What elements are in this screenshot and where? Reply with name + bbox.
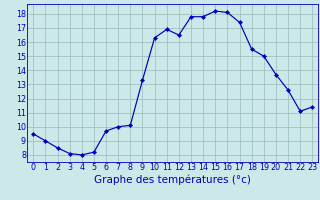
X-axis label: Graphe des températures (°c): Graphe des températures (°c): [94, 174, 251, 185]
